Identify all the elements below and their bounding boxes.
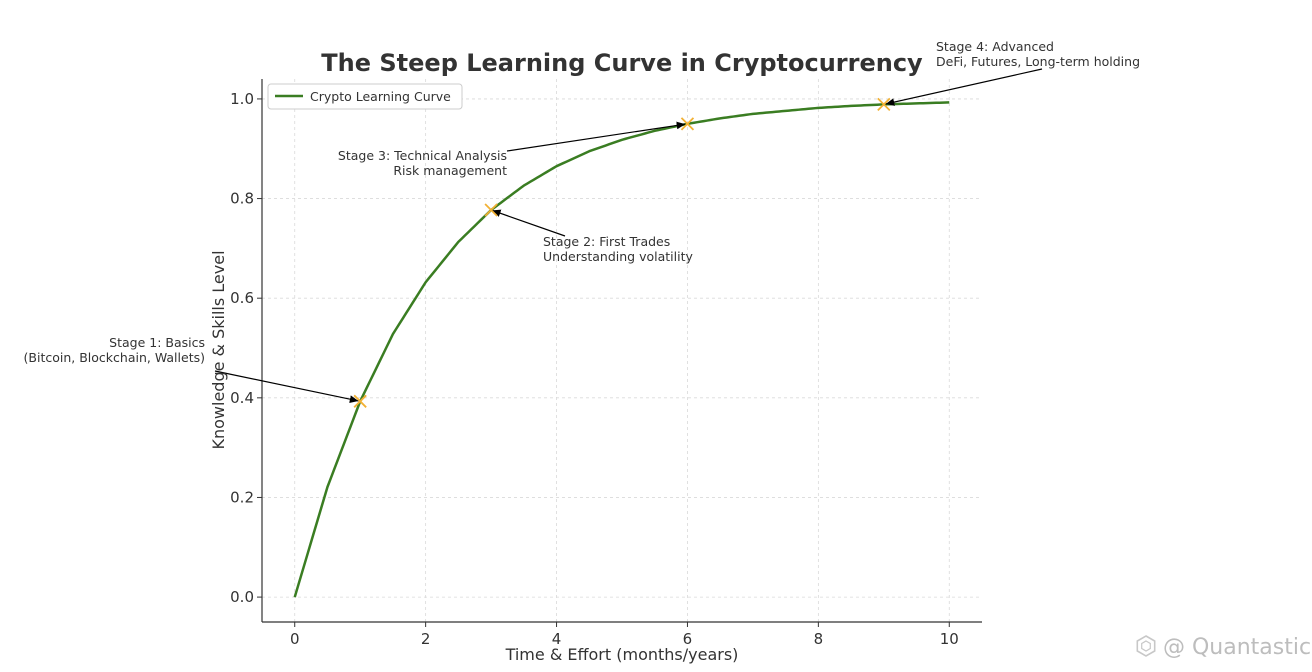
annotation-label: (Bitcoin, Blockchain, Wallets) — [24, 350, 205, 365]
marker-stroke — [484, 203, 498, 217]
x-axis-label: Time & Effort (months/years) — [505, 645, 739, 664]
y-tick-label: 0.2 — [230, 488, 254, 506]
watermark: @ Quantastic — [1136, 635, 1311, 660]
annotation-label: Stage 1: Basics — [109, 335, 205, 350]
y-tick-label: 0.4 — [230, 389, 254, 407]
y-tick-label: 1.0 — [230, 90, 254, 108]
annotation-label: Stage 3: Technical Analysis — [338, 148, 507, 163]
x-tick-label: 0 — [290, 630, 300, 648]
annotation-label: Stage 2: First Trades — [543, 234, 670, 249]
legend: Crypto Learning Curve — [267, 83, 463, 110]
axes: 0 2 4 6 8 10 0.0 0.2 0.4 0.6 0.8 1.0 — [230, 79, 982, 648]
y-tick-label: 0.0 — [230, 588, 254, 606]
milestone-marker — [680, 117, 695, 131]
x-tick-label: 10 — [940, 630, 959, 648]
annotation-label: Risk management — [393, 163, 507, 178]
legend-box — [267, 83, 463, 110]
annotation-arrow — [214, 370, 359, 403]
x-tick-label: 6 — [683, 630, 693, 648]
y-tick-label: 0.6 — [230, 289, 254, 307]
annotation-label: DeFi, Futures, Long-term holding — [936, 54, 1140, 69]
x-tick-label: 8 — [814, 630, 824, 648]
milestone-marker — [484, 203, 498, 217]
x-tick-label: 2 — [421, 630, 431, 648]
marker-stroke — [877, 97, 891, 112]
legend-label: Crypto Learning Curve — [310, 89, 451, 104]
annotation-label: Stage 4: Advanced — [936, 39, 1054, 54]
milestone-marker — [353, 394, 367, 408]
y-tick-label: 0.8 — [230, 190, 254, 208]
watermark-text: @ Quantastic — [1163, 635, 1311, 660]
annotation-arrow — [506, 121, 686, 152]
milestone-marker — [877, 97, 891, 112]
x-tick-label: 4 — [552, 630, 562, 648]
series-line — [293, 101, 950, 598]
marker-stroke — [680, 117, 695, 131]
annotation-arrow — [885, 68, 1043, 106]
annotation-label: Understanding volatility — [543, 249, 693, 264]
annotation-arrow — [491, 209, 566, 237]
chart-title: The Steep Learning Curve in Cryptocurren… — [321, 49, 923, 77]
series-layer — [293, 101, 950, 598]
hexagon-logo-icon — [1136, 635, 1156, 657]
annotations: Stage 1: Basics(Bitcoin, Blockchain, Wal… — [24, 39, 1140, 408]
marker-stroke — [353, 394, 367, 408]
y-axis-label: Knowledge & Skills Level — [209, 250, 228, 449]
